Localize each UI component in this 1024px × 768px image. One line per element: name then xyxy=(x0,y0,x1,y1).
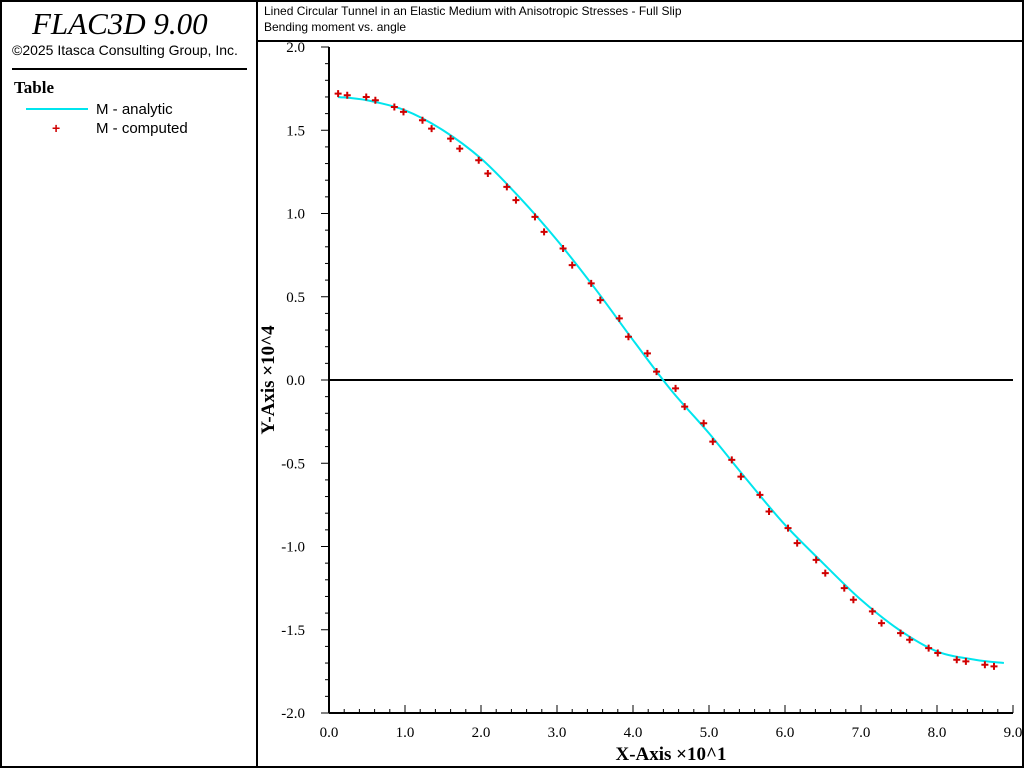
data-point-computed xyxy=(709,438,717,446)
x-axis-label: X-Axis ×10^1 xyxy=(615,744,726,765)
data-point-computed xyxy=(962,657,970,665)
plus-marker-icon: + xyxy=(52,120,61,136)
legend-heading: Table xyxy=(14,78,55,97)
legend-item-analytic: M - analytic xyxy=(26,100,173,118)
plot-frame xyxy=(256,0,1024,768)
data-point-computed xyxy=(418,116,426,124)
x-tick-label: 5.0 xyxy=(700,725,719,741)
x-tick-label: 1.0 xyxy=(396,725,415,741)
legend-label-computed: M - computed xyxy=(96,119,188,137)
data-point-computed xyxy=(503,183,511,191)
data-point-computed xyxy=(897,629,905,637)
legend-label-analytic: M - analytic xyxy=(96,100,173,118)
data-point-computed xyxy=(878,619,886,627)
y-tick-label: -1.0 xyxy=(281,540,305,556)
y-tick-label: 1.0 xyxy=(286,207,305,223)
data-point-computed xyxy=(700,419,708,427)
data-point-computed xyxy=(868,607,876,615)
data-point-computed xyxy=(756,491,764,499)
line-swatch-icon xyxy=(26,100,88,118)
plot-title-box xyxy=(256,0,1024,42)
data-point-computed xyxy=(362,93,370,101)
data-point-computed xyxy=(484,170,492,178)
y-tick-label: 1.5 xyxy=(286,123,305,139)
data-point-computed xyxy=(399,108,407,116)
x-tick-label: 2.0 xyxy=(472,725,491,741)
data-point-computed xyxy=(390,103,398,111)
data-point-computed xyxy=(643,349,651,357)
data-point-computed xyxy=(737,473,745,481)
y-tick-label: 0.0 xyxy=(286,373,305,389)
y-tick-label: 0.5 xyxy=(286,290,305,306)
copyright-text: ©2025 Itasca Consulting Group, Inc. xyxy=(12,42,238,58)
data-point-computed xyxy=(765,508,773,516)
x-tick-label: 3.0 xyxy=(548,725,567,741)
series-line-analytic xyxy=(338,95,1004,665)
data-point-computed xyxy=(428,125,436,133)
data-point-computed xyxy=(334,90,342,98)
y-tick-label: -0.5 xyxy=(281,456,305,472)
data-point-computed xyxy=(540,228,548,236)
data-point-computed xyxy=(615,314,623,322)
data-point-computed xyxy=(784,524,792,532)
data-point-computed xyxy=(512,196,520,204)
data-point-computed xyxy=(568,261,576,269)
x-tick-label: 6.0 xyxy=(776,725,795,741)
data-point-computed xyxy=(990,662,998,670)
data-point-computed xyxy=(840,584,848,592)
plot-title: Lined Circular Tunnel in an Elastic Medi… xyxy=(264,4,682,18)
y-tick-label: -2.0 xyxy=(281,706,305,722)
app-title: FLAC3D 9.00 xyxy=(32,6,208,41)
data-point-computed xyxy=(596,296,604,304)
data-point-computed xyxy=(587,279,595,287)
x-tick-label: 0.0 xyxy=(320,725,339,741)
data-point-computed xyxy=(653,368,661,376)
data-point-computed xyxy=(934,649,942,657)
data-point-computed xyxy=(953,656,961,664)
data-point-computed xyxy=(343,91,351,99)
data-point-computed xyxy=(531,213,539,221)
data-point-computed xyxy=(793,539,801,547)
y-axis-label: Y-Axis ×10^4 xyxy=(258,325,279,435)
data-point-computed xyxy=(475,156,483,164)
legend-divider xyxy=(12,68,247,70)
x-tick-label: 4.0 xyxy=(624,725,643,741)
data-point-computed xyxy=(559,244,567,252)
data-point-computed xyxy=(906,636,914,644)
data-point-computed xyxy=(447,135,455,143)
y-tick-label: 2.0 xyxy=(286,40,305,56)
data-point-computed xyxy=(849,596,857,604)
plot-subtitle: Bending moment vs. angle xyxy=(264,20,407,34)
data-point-computed xyxy=(624,333,632,341)
data-point-computed xyxy=(925,644,933,652)
data-point-computed xyxy=(672,384,680,392)
data-point-computed xyxy=(821,569,829,577)
y-tick-label: -1.5 xyxy=(281,623,305,639)
data-point-computed xyxy=(681,403,689,411)
x-tick-label: 7.0 xyxy=(852,725,871,741)
legend-item-computed: + M - computed xyxy=(26,119,188,137)
data-point-computed xyxy=(812,556,820,564)
data-point-computed xyxy=(456,145,464,153)
x-tick-label: 8.0 xyxy=(928,725,947,741)
data-point-computed xyxy=(981,661,989,669)
x-tick-label: 9.0 xyxy=(1004,725,1023,741)
data-point-computed xyxy=(371,96,379,104)
data-point-computed xyxy=(728,456,736,464)
